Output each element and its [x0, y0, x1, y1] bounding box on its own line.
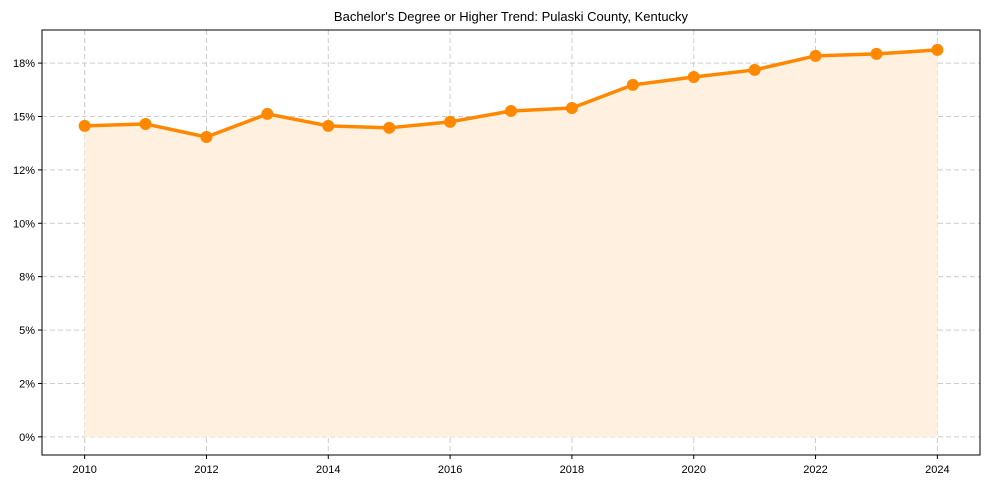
x-tick-label: 2020	[681, 464, 705, 476]
x-tick-label: 2012	[194, 464, 218, 476]
data-point-2012	[200, 130, 213, 143]
x-tick-label: 2022	[803, 464, 827, 476]
x-tick-label: 2024	[925, 464, 949, 476]
data-point-2015	[383, 121, 396, 134]
y-tick-label: 18%	[13, 58, 35, 70]
y-tick-label: 5%	[19, 325, 35, 337]
data-point-2019	[626, 78, 639, 91]
data-point-2020	[687, 70, 700, 83]
x-tick-label: 2014	[316, 464, 340, 476]
chart-title: Bachelor's Degree or Higher Trend: Pulas…	[334, 9, 689, 24]
data-point-2021	[748, 63, 761, 76]
area-fill	[84, 49, 938, 437]
data-point-2010	[78, 119, 91, 132]
x-tick-label: 2010	[72, 464, 96, 476]
data-point-2022	[809, 49, 822, 62]
data-point-2011	[139, 117, 152, 130]
data-point-2018	[565, 101, 578, 114]
y-tick-label: 10%	[13, 218, 35, 230]
y-tick-label: 0%	[19, 432, 35, 444]
x-tick-label: 2016	[438, 464, 462, 476]
x-tick-label: 2018	[560, 464, 584, 476]
plot-frame	[41, 29, 981, 456]
y-tick-label: 8%	[19, 272, 35, 284]
data-point-2014	[322, 119, 335, 132]
y-tick-label: 2%	[19, 378, 35, 390]
y-tick-label: 15%	[13, 111, 35, 123]
y-tick-label: 12%	[13, 165, 35, 177]
data-point-2023	[870, 47, 883, 60]
data-point-2017	[505, 104, 517, 117]
data-point-2016	[444, 115, 457, 128]
data-point-2024	[931, 43, 944, 56]
data-point-2013	[261, 107, 274, 120]
